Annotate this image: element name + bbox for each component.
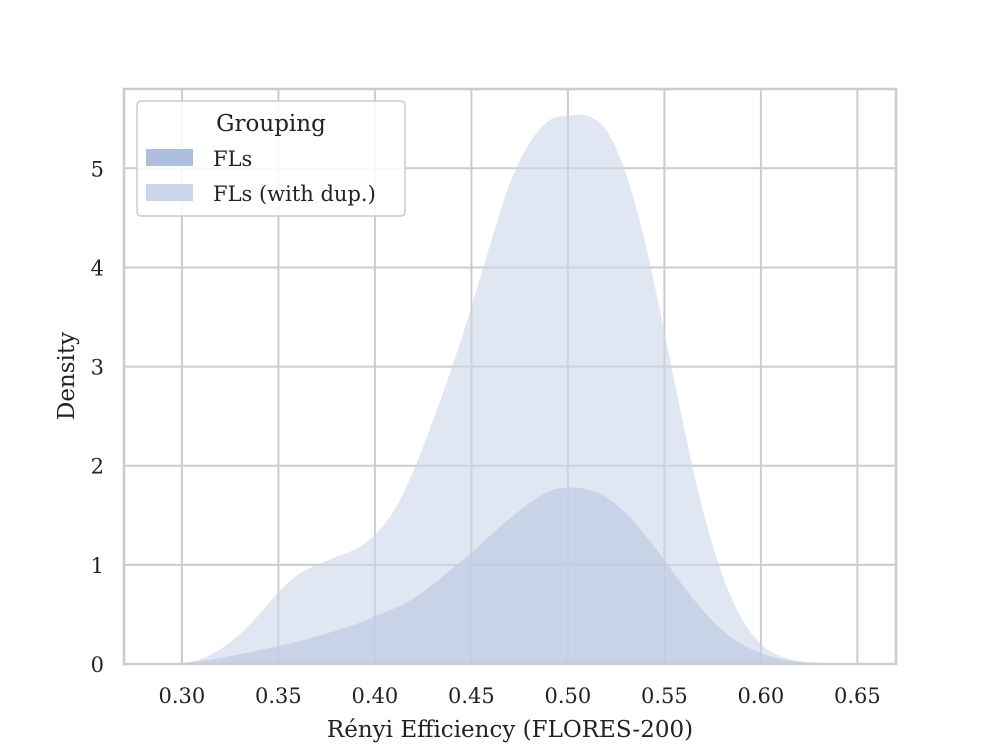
- plot-frame: [122, 87, 898, 666]
- y-tick-label: 0: [91, 653, 104, 677]
- x-tick-label: 0.50: [545, 684, 592, 708]
- y-axis-label: Density: [54, 332, 80, 420]
- y-tick-label: 5: [91, 157, 104, 181]
- x-axis-ticks: 0.30 0.35 0.40 0.45 0.50 0.55 0.60 0.65: [159, 684, 881, 708]
- x-tick-label: 0.40: [352, 684, 399, 708]
- x-tick-label: 0.35: [255, 684, 302, 708]
- y-tick-label: 3: [91, 356, 104, 380]
- x-tick-label: 0.60: [738, 684, 785, 708]
- legend-swatch-fls-with-dup: [146, 184, 193, 201]
- legend-title: Grouping: [216, 111, 326, 137]
- density-area-fls-with-dup: [162, 114, 858, 665]
- x-tick-label: 0.45: [448, 684, 495, 708]
- x-axis-label: Rényi Efficiency (FLORES-200): [327, 717, 693, 743]
- legend-entry-fls-with-dup: FLs (with dup.): [213, 182, 376, 206]
- y-tick-label: 1: [91, 554, 104, 578]
- legend-box: [136, 100, 406, 217]
- legend-swatch-fls: [146, 149, 193, 166]
- x-tick-label: 0.30: [159, 684, 206, 708]
- legend: Grouping FLs FLs (with dup.): [136, 100, 406, 217]
- y-tick-label: 2: [91, 455, 104, 479]
- x-tick-label: 0.55: [641, 684, 688, 708]
- legend-entry-fls: FLs: [213, 147, 252, 171]
- y-axis-ticks: 0 1 2 3 4 5: [91, 157, 104, 677]
- x-tick-label: 0.65: [834, 684, 881, 708]
- density-areas: [162, 114, 858, 665]
- y-tick-label: 4: [91, 256, 104, 280]
